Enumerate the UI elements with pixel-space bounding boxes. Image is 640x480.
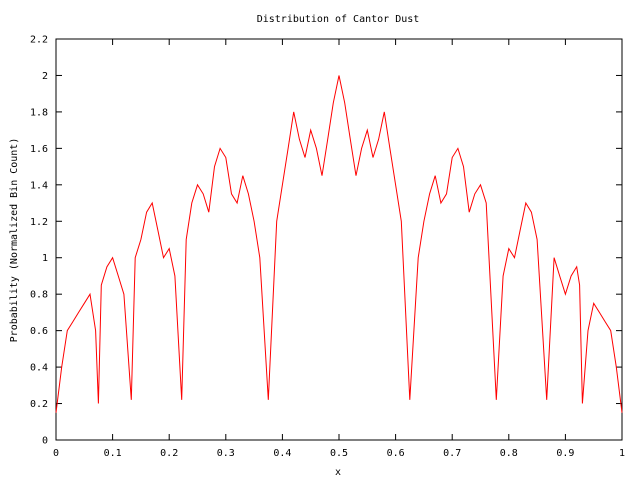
y-tick-label: 0 — [42, 436, 48, 447]
tick-labels: 0 0.1 0.2 0.3 0.4 0.5 0.6 0.7 0.8 0.9 1 0 0.2 0.4 0.6 0… — [30, 35, 625, 460]
chart-title: Distribution of Cantor Dust — [257, 14, 420, 25]
y-tick-label: 0.6 — [30, 326, 48, 337]
y-axis-label: Probability (Normalized Bin Count) — [9, 138, 20, 343]
y-tick-label: 0.8 — [30, 290, 48, 301]
x-tick-label: 0.8 — [500, 448, 518, 459]
y-tick-label: 1 — [42, 253, 48, 264]
y-tick-label: 1.8 — [30, 107, 48, 118]
y-tick-label: 0.2 — [30, 399, 48, 410]
x-tick-label: 1 — [619, 448, 625, 459]
axis-ticks — [55, 38, 623, 441]
x-tick-label: 0.1 — [104, 448, 122, 459]
x-tick-label: 0.6 — [387, 448, 405, 459]
x-tick-label: 0.3 — [217, 448, 235, 459]
x-tick-label: 0.5 — [330, 448, 348, 459]
x-axis-label: x — [335, 467, 341, 478]
y-tick-label: 2.2 — [30, 35, 48, 46]
y-tick-label: 1.4 — [30, 180, 48, 191]
y-tick-label: 1.2 — [30, 217, 48, 228]
y-tick-label: 0.4 — [30, 363, 48, 374]
y-tick-label: 1.6 — [30, 144, 48, 155]
y-tick-label: 2 — [42, 71, 48, 82]
x-tick-label: 0.7 — [443, 448, 461, 459]
x-tick-label: 0 — [53, 448, 59, 459]
x-tick-label: 0.4 — [273, 448, 291, 459]
x-tick-label: 0.2 — [160, 448, 178, 459]
series-line — [55, 75, 623, 413]
x-tick-label: 0.9 — [556, 448, 574, 459]
